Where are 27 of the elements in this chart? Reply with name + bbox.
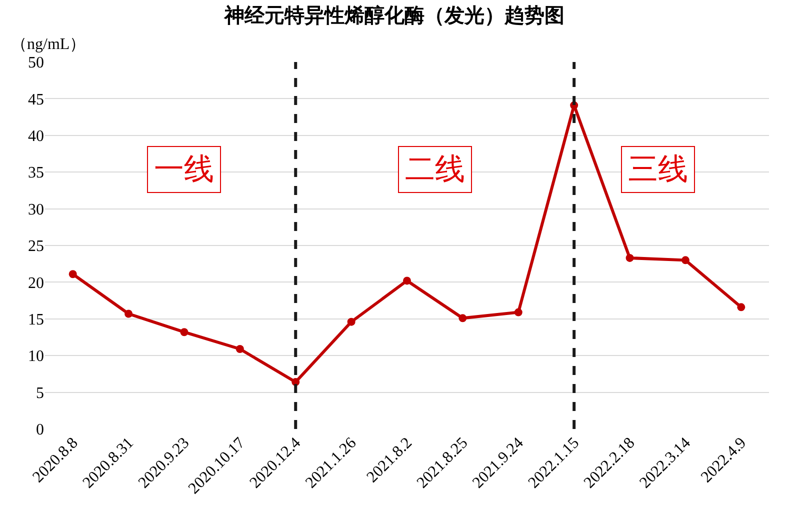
y-tick-label: 5 [36, 384, 44, 402]
chart-title: 神经元特异性烯醇化酶（发光）趋势图 [224, 4, 564, 27]
point [236, 344, 244, 353]
point [180, 328, 188, 336]
y-tick-label: 25 [28, 238, 44, 256]
point [403, 276, 411, 285]
point [68, 270, 77, 278]
point [626, 254, 634, 262]
y-tick-label: 20 [28, 274, 44, 292]
y-tick-label: 35 [28, 164, 44, 182]
y-tick-label: 15 [28, 312, 44, 328]
point [458, 314, 467, 322]
y-tick-label: 40 [28, 128, 44, 145]
point [681, 256, 690, 264]
annotation: 一线 [154, 153, 214, 186]
y-tick-label: 0 [36, 422, 44, 439]
point [514, 308, 522, 316]
y-tick-label: 45 [28, 91, 44, 108]
annotation: 二线 [405, 153, 465, 186]
y-tick-label: 10 [28, 348, 44, 366]
y-tick-label: 30 [28, 201, 44, 218]
point [347, 318, 356, 326]
point [124, 310, 133, 318]
y-tick-label: 50 [28, 54, 44, 72]
y-axis-title: （ng/mL） [11, 36, 86, 53]
annotation: 三线 [628, 153, 688, 186]
point [737, 303, 746, 312]
